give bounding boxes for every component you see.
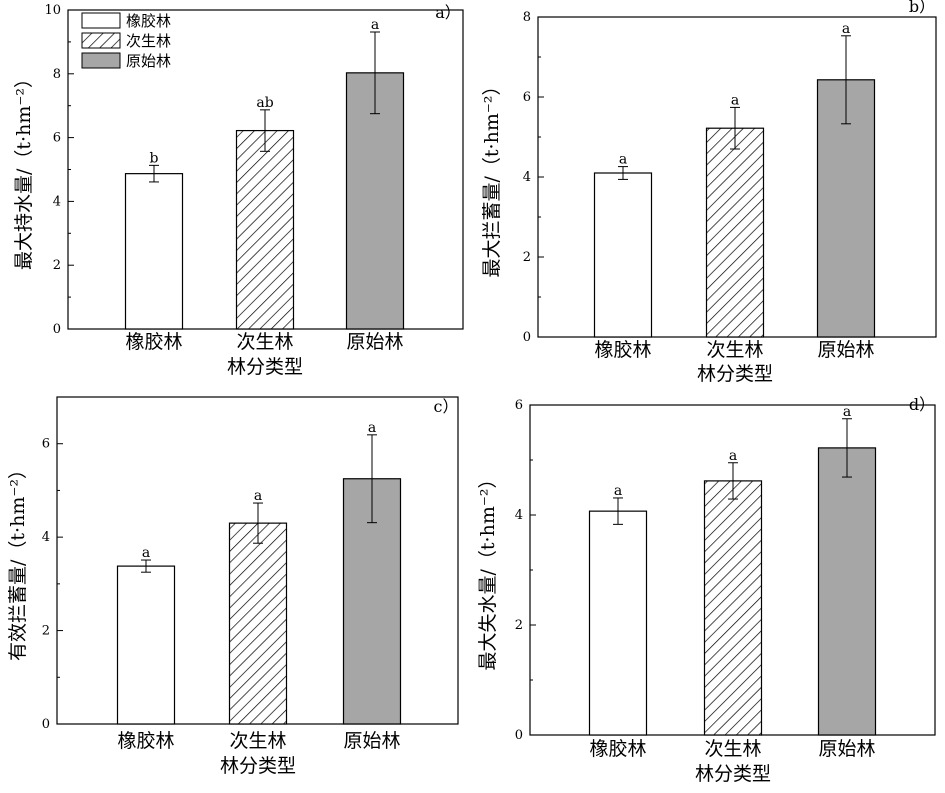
significance-label: a	[843, 404, 851, 420]
bar-secondary	[703, 480, 763, 736]
x-category-label: 橡胶林	[594, 339, 651, 361]
y-tick-label: 2	[523, 250, 531, 265]
bar-secondary	[705, 127, 765, 338]
legend-swatch-secondary	[81, 32, 121, 49]
significance-label: b	[150, 150, 159, 166]
y-tick-label: 8	[523, 10, 531, 25]
significance-label: a	[842, 21, 850, 37]
legend-entry: 橡胶林	[126, 12, 171, 30]
x-category-label: 原始林	[343, 730, 400, 752]
y-tick-label: 0	[53, 322, 61, 337]
x-axis-title: 林分类型	[697, 363, 773, 385]
y-tick-label: 6	[42, 437, 50, 452]
significance-label: a	[142, 545, 150, 561]
y-axis-title: 有效拦蓄量/（t·hm⁻²）	[7, 460, 29, 661]
significance-label: a	[614, 483, 622, 499]
bar-rubber	[116, 565, 176, 725]
panel-label: a）	[435, 3, 461, 22]
x-axis-title: 林分类型	[695, 763, 771, 785]
y-tick-label: 10	[44, 3, 61, 18]
bar-secondary	[228, 522, 288, 725]
significance-label: a	[254, 488, 262, 504]
significance-label: ab	[256, 95, 273, 111]
y-tick-label: 2	[42, 624, 50, 639]
y-tick-label: 2	[53, 258, 61, 273]
bar-primary	[345, 72, 405, 330]
x-category-label: 原始林	[817, 339, 874, 361]
x-category-label: 原始林	[346, 331, 403, 353]
y-tick-label: 8	[53, 67, 61, 82]
y-tick-label: 6	[515, 398, 523, 413]
bar-rubber	[593, 172, 653, 338]
x-category-label: 次生林	[229, 730, 286, 752]
y-tick-label: 4	[515, 508, 523, 523]
x-axis-title: 林分类型	[227, 356, 303, 378]
significance-label: a	[731, 92, 739, 108]
bar-secondary	[235, 129, 295, 330]
x-category-label: 橡胶林	[125, 331, 182, 353]
legend-entry: 原始林	[126, 52, 171, 70]
y-tick-label: 0	[523, 330, 531, 345]
x-category-label: 次生林	[706, 339, 763, 361]
panel-label: b）	[909, 0, 935, 16]
y-tick-label: 6	[53, 131, 61, 146]
y-axis-title: 最大拦蓄量/（t·hm⁻²）	[481, 77, 503, 278]
panel-label: d）	[909, 395, 935, 414]
y-tick-label: 6	[523, 90, 531, 105]
y-tick-label: 0	[42, 717, 50, 732]
x-category-label: 次生林	[704, 738, 761, 760]
y-axis-title: 最大失水量/（t·hm⁻²）	[477, 470, 499, 671]
bar-rubber	[124, 173, 184, 330]
x-category-label: 次生林	[236, 331, 293, 353]
y-tick-label: 4	[523, 170, 531, 185]
x-axis-title: 林分类型	[220, 755, 296, 777]
legend-swatch-rubber	[81, 12, 121, 29]
bar-rubber	[588, 510, 648, 736]
panel-label: c）	[434, 397, 459, 416]
x-category-label: 橡胶林	[117, 730, 174, 752]
significance-label: a	[368, 420, 376, 436]
y-tick-label: 4	[53, 194, 61, 209]
x-category-label: 橡胶林	[589, 738, 646, 760]
y-tick-label: 2	[515, 618, 523, 633]
significance-label: a	[371, 17, 379, 33]
y-tick-label: 0	[515, 728, 523, 743]
legend-entry: 次生林	[126, 32, 171, 50]
x-category-label: 原始林	[818, 738, 875, 760]
y-axis-title: 最大持水量/（t·hm⁻²）	[13, 69, 35, 270]
significance-label: a	[619, 152, 627, 168]
y-tick-label: 4	[42, 530, 50, 545]
bar-primary	[817, 447, 877, 736]
significance-label: a	[729, 448, 737, 464]
legend-swatch-primary	[81, 52, 121, 69]
